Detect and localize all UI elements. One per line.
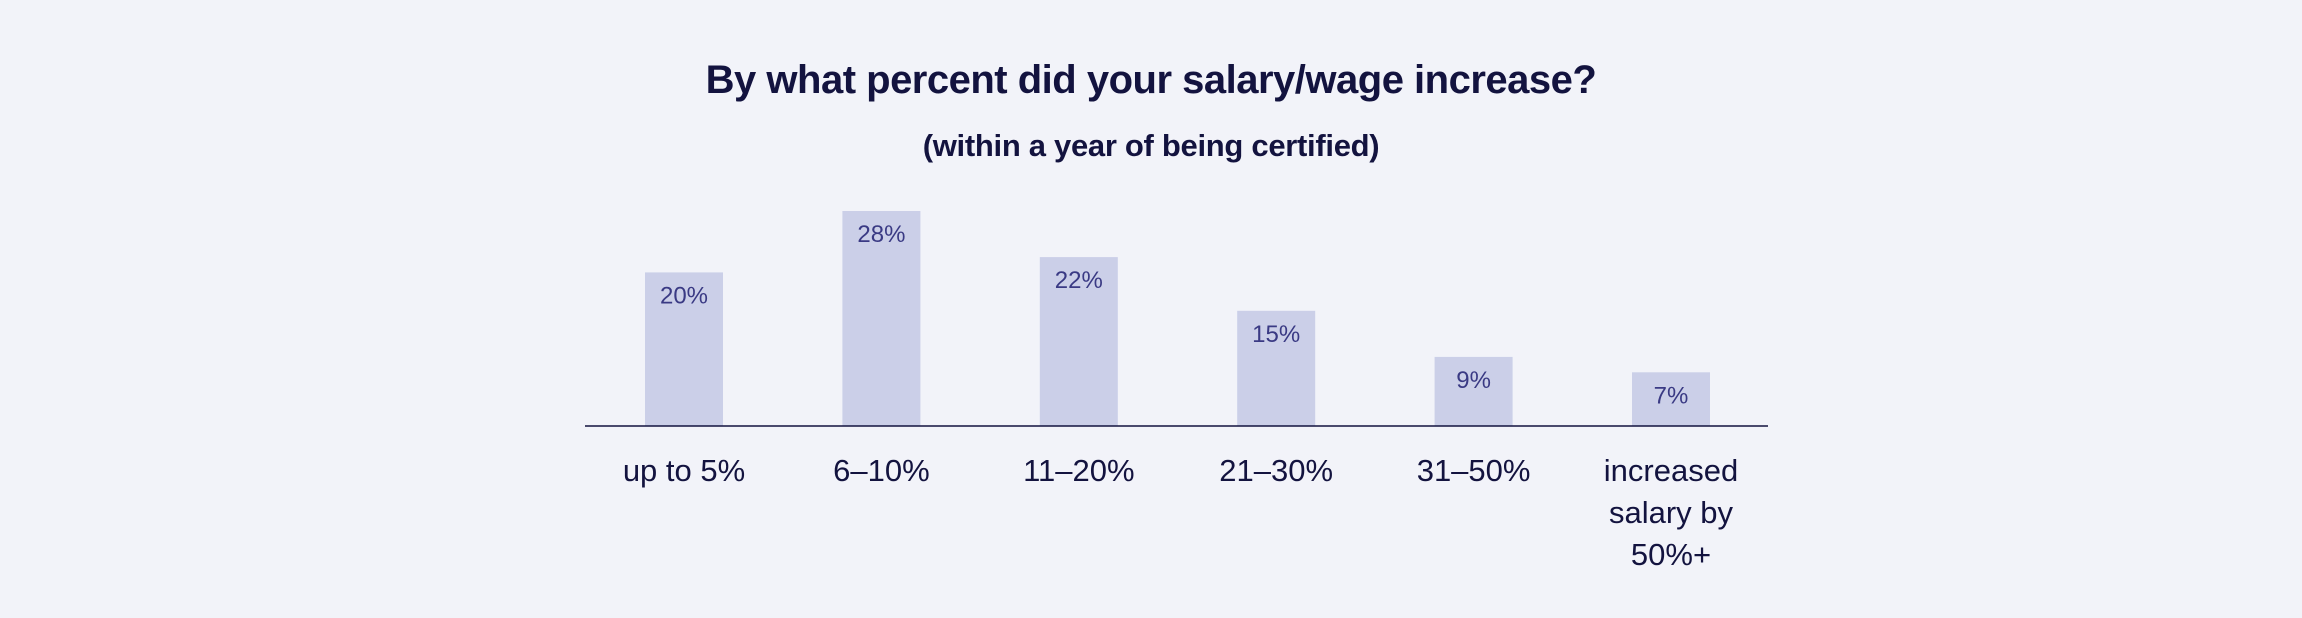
bar-value-label: 22% (1055, 267, 1103, 294)
category-label-line: 11–20% (1023, 453, 1134, 488)
bar-value-label: 7% (1654, 382, 1689, 409)
category-label-line: salary by (1609, 495, 1734, 530)
category-label: up to 5% (623, 453, 745, 488)
category-label: 6–10% (833, 453, 930, 488)
category-label: 21–30% (1219, 453, 1333, 488)
bar-value-label: 15% (1252, 321, 1300, 348)
category-label-line: 50%+ (1631, 537, 1711, 572)
bars-layer: 20% 28% 22% 15% 9% 7% (645, 211, 1710, 427)
bar-value-label: 28% (857, 221, 905, 248)
category-label-line: 21–30% (1219, 453, 1333, 488)
category-label: 31–50% (1417, 453, 1531, 488)
bar (1237, 310, 1316, 426)
chart-subtitle: (within a year of being certified) (922, 128, 1380, 163)
category-label-line: 31–50% (1417, 453, 1531, 488)
bar (842, 211, 921, 426)
category-label: increased salary by 50%+ (1604, 453, 1738, 572)
bar (1632, 372, 1710, 427)
bar-value-label: 20% (660, 282, 708, 309)
category-label-line: up to 5% (623, 453, 745, 488)
chart-title: By what percent did your salary/wage inc… (705, 58, 1597, 102)
category-label: 11–20% (1023, 453, 1134, 488)
category-label-line: 6–10% (833, 453, 930, 488)
bar (1039, 257, 1118, 426)
category-labels-layer: up to 5% 6–10% 11–20% 21–30% 31–50% increased… (623, 453, 1738, 572)
bar (645, 272, 723, 426)
bar (1434, 356, 1513, 426)
category-label-line: increased (1604, 453, 1738, 488)
bar-value-label: 9% (1456, 367, 1491, 394)
